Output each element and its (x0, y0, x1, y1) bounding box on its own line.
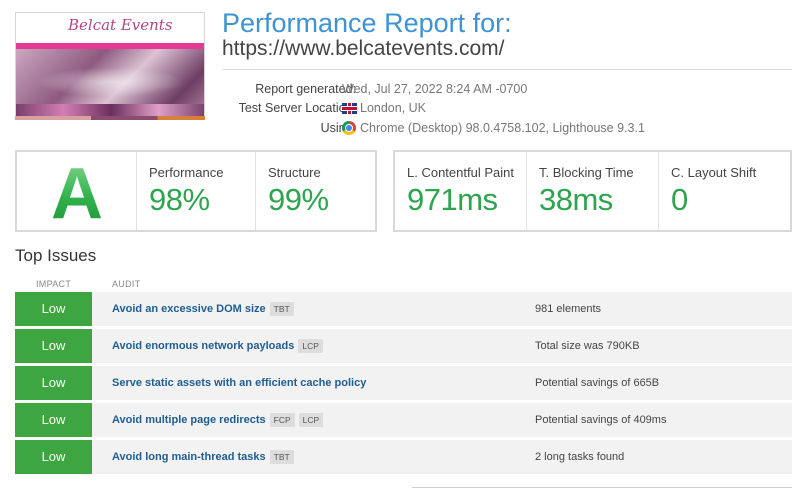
structure-label: Structure (268, 165, 321, 180)
impact-badge: Low (15, 292, 92, 326)
meta-using: Using: Chrome (Desktop) 98.0.4758.102, L… (222, 121, 782, 139)
grade-letter: A (17, 153, 137, 235)
issues-list: Low Avoid an excessive DOM size TBT 981 … (15, 292, 792, 477)
meta-label: Report generated: (255, 82, 356, 96)
audit-title[interactable]: Serve static assets with an efficient ca… (112, 377, 367, 389)
metric-tag: LCP (298, 413, 324, 427)
thumbnail-header: Belcat Events (16, 13, 204, 43)
thumbnail-nav (16, 43, 204, 49)
issue-row[interactable]: Low Avoid long main-thread tasks TBT 2 l… (15, 440, 792, 474)
meta-report-generated: Report generated: Wed, Jul 27, 2022 8:24… (222, 82, 782, 100)
audit-result: Potential savings of 409ms (535, 414, 667, 426)
audit-column-header: AUDIT (112, 279, 141, 289)
impact-badge: Low (15, 366, 92, 400)
chrome-icon (342, 121, 356, 135)
thumbnail-strip (15, 116, 205, 120)
metric-tag: TBT (269, 302, 294, 316)
impact-badge: Low (15, 440, 92, 474)
meta-label: Test Server Location: (238, 101, 356, 115)
impact-column-header: IMPACT (36, 279, 72, 289)
web-vitals-panel: L. Contentful Paint 971ms T. Blocking Ti… (393, 150, 792, 232)
audit-result: Total size was 790KB (535, 340, 640, 352)
metric-tag: LCP (298, 339, 323, 353)
performance-label: Performance (149, 165, 224, 180)
audit-title[interactable]: Avoid multiple page redirects FCP LCP (112, 403, 324, 437)
impact-badge: Low (15, 329, 92, 363)
issue-row[interactable]: Low Avoid an excessive DOM size TBT 981 … (15, 292, 792, 326)
audit-title[interactable]: Avoid an excessive DOM size TBT (112, 292, 294, 326)
lcp-metric: L. Contentful Paint 971ms (395, 152, 527, 230)
cls-value: 0 (671, 182, 688, 217)
structure-value: 99% (268, 182, 329, 217)
performance-score: Performance 98% (137, 152, 256, 230)
performance-value: 98% (149, 182, 210, 217)
metric-tag: TBT (269, 450, 294, 464)
cls-metric: C. Layout Shift 0 (659, 152, 790, 230)
page-title: Performance Report for: (222, 8, 512, 38)
issue-row[interactable]: Low Avoid enormous network payloads LCP … (15, 329, 792, 363)
meta-value: Chrome (Desktop) 98.0.4758.102, Lighthou… (342, 121, 645, 135)
meta-value: Wed, Jul 27, 2022 8:24 AM -0700 (342, 82, 528, 96)
meta-value: London, UK (342, 101, 426, 115)
lcp-label: L. Contentful Paint (407, 165, 514, 180)
metric-tag: FCP (269, 413, 295, 427)
report-url[interactable]: https://www.belcatevents.com/ (222, 37, 505, 60)
tbt-label: T. Blocking Time (539, 165, 634, 180)
tbt-metric: T. Blocking Time 38ms (527, 152, 659, 230)
issue-row[interactable]: Low Avoid multiple page redirects FCP LC… (15, 403, 792, 437)
grade-panel: A Performance 98% Structure 99% (15, 150, 377, 234)
audit-result: 2 long tasks found (535, 451, 625, 463)
footer-divider (412, 487, 792, 488)
meta-server-location: Test Server Location: London, UK (222, 101, 782, 119)
site-thumbnail: Belcat Events (15, 12, 205, 119)
cls-label: C. Layout Shift (671, 165, 757, 180)
header-divider (222, 69, 792, 70)
top-issues-heading: Top Issues (15, 246, 97, 265)
issue-row[interactable]: Low Serve static assets with an efficien… (15, 366, 792, 400)
uk-flag-icon (342, 102, 357, 114)
audit-result: 981 elements (535, 303, 602, 315)
tbt-value: 38ms (539, 182, 613, 217)
audit-result: Potential savings of 665B (535, 377, 660, 389)
grade-cell: A (17, 152, 137, 234)
thumbnail-logo: Belcat Events (68, 16, 173, 34)
impact-badge: Low (15, 403, 92, 437)
audit-title[interactable]: Avoid enormous network payloads LCP (112, 329, 323, 363)
thumbnail-hero-image (16, 49, 204, 118)
structure-score: Structure 99% (256, 152, 375, 230)
lcp-value: 971ms (407, 182, 498, 217)
audit-title[interactable]: Avoid long main-thread tasks TBT (112, 440, 294, 474)
